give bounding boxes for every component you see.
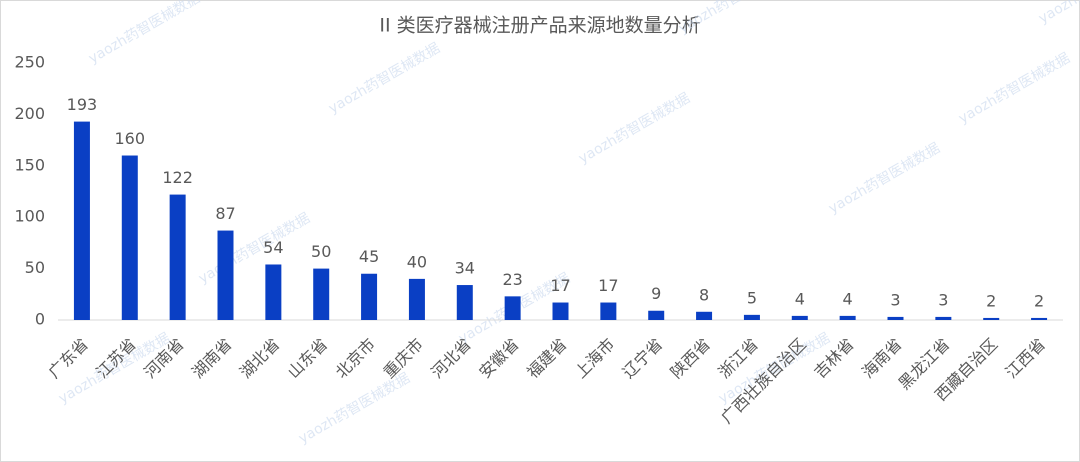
value-label: 8: [699, 285, 709, 304]
value-label: 9: [651, 284, 661, 303]
value-label: 3: [938, 290, 948, 309]
bar: [791, 315, 808, 320]
bar: [121, 155, 138, 320]
y-tick-label: 150: [14, 155, 45, 174]
bar: [887, 316, 904, 320]
bar: [313, 268, 330, 320]
value-label: 17: [598, 276, 618, 295]
bar: [552, 302, 569, 320]
bar: [839, 315, 856, 320]
bar: [169, 194, 186, 320]
bar: [504, 296, 521, 320]
bar: [217, 230, 234, 320]
bar: [743, 314, 760, 320]
value-label: 45: [359, 247, 379, 266]
value-label: 40: [407, 252, 427, 271]
y-tick-label: 0: [35, 310, 45, 329]
value-label: 23: [502, 270, 522, 289]
chart-title: II 类医疗器械注册产品来源地数量分析: [379, 15, 700, 37]
value-label: 54: [263, 238, 283, 257]
value-label: 17: [550, 276, 570, 295]
bar: [648, 310, 665, 320]
bar: [408, 278, 425, 320]
value-label: 5: [747, 288, 757, 307]
value-label: 4: [795, 289, 805, 308]
y-tick-label: 50: [25, 258, 45, 277]
value-label: 87: [215, 204, 235, 223]
value-label: 193: [67, 95, 98, 114]
bar: [983, 317, 1000, 320]
y-tick-label: 100: [14, 207, 45, 226]
bar: [73, 121, 90, 320]
bar: [696, 311, 713, 320]
value-label: 34: [455, 259, 475, 278]
value-label: 3: [890, 290, 900, 309]
bar: [600, 302, 617, 320]
value-label: 4: [843, 289, 853, 308]
bar: [265, 264, 282, 320]
value-label: 122: [162, 168, 193, 187]
y-tick-label: 200: [14, 104, 45, 123]
bar: [1031, 317, 1048, 320]
bar: [456, 285, 473, 320]
value-label: 50: [311, 242, 331, 261]
value-label: 2: [1034, 291, 1044, 310]
value-label: 160: [115, 129, 146, 148]
bar: [361, 273, 378, 320]
value-label: 2: [986, 291, 996, 310]
bar: [935, 316, 952, 320]
y-tick-label: 250: [14, 53, 45, 72]
